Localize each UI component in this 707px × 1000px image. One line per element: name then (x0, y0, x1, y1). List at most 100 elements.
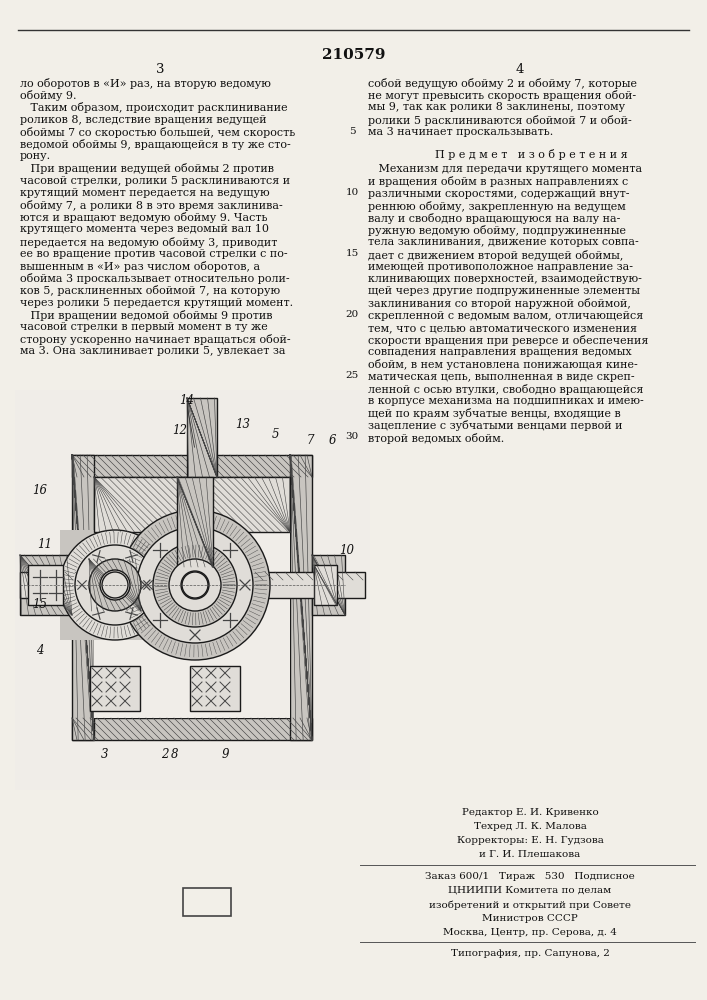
Bar (94, 658, 290, 718)
Text: ма 3. Она заклинивает ролики 5, увлекает за: ма 3. Она заклинивает ролики 5, увлекает… (20, 346, 286, 356)
Circle shape (75, 545, 155, 625)
Text: Типография, пр. Сапунова, 2: Типография, пр. Сапунова, 2 (450, 949, 609, 958)
Circle shape (137, 527, 253, 643)
Text: роликов 8, вследствие вращения ведущей: роликов 8, вследствие вращения ведущей (20, 115, 267, 125)
Text: 16: 16 (33, 484, 47, 496)
Text: сторону ускоренно начинает вращаться обой-: сторону ускоренно начинает вращаться обо… (20, 334, 291, 345)
Text: валу и свободно вращающуюся на валу на-: валу и свободно вращающуюся на валу на- (368, 213, 620, 224)
Text: 15: 15 (33, 598, 47, 611)
Text: 3: 3 (156, 63, 164, 76)
Text: и Г. И. Плешакова: и Г. И. Плешакова (479, 850, 580, 859)
Text: заклинивания со второй наружной обоймой,: заклинивания со второй наружной обоймой, (368, 298, 631, 309)
Text: собой ведущую обойму 2 и обойму 7, которые: собой ведущую обойму 2 и обойму 7, котор… (368, 78, 637, 89)
Circle shape (169, 559, 221, 611)
Text: Москва, Центр, пр. Серова, д. 4: Москва, Центр, пр. Серова, д. 4 (443, 928, 617, 937)
Bar (20, 555, 72, 615)
Bar (60, 530, 170, 640)
Text: ков 5, расклиненных обоймой 7, на которую: ков 5, расклиненных обоймой 7, на котору… (20, 285, 280, 296)
Text: матическая цепь, выполненная в виде скреп-: матическая цепь, выполненная в виде скре… (368, 372, 635, 382)
Text: щей через другие подпружиненные элементы: щей через другие подпружиненные элементы (368, 286, 640, 296)
Text: ленной с осью втулки, свободно вращающейся: ленной с осью втулки, свободно вращающей… (368, 384, 643, 395)
Text: зацепление с зубчатыми венцами первой и: зацепление с зубчатыми венцами первой и (368, 420, 622, 431)
Text: 12: 12 (173, 424, 187, 436)
Text: через ролики 5 передается крутящий момент.: через ролики 5 передается крутящий момен… (20, 298, 293, 308)
Text: Корректоры: Е. Н. Гудзова: Корректоры: Е. Н. Гудзова (457, 836, 604, 845)
Text: 15: 15 (346, 249, 358, 258)
Text: реннюю обойму, закрепленную на ведущем: реннюю обойму, закрепленную на ведущем (368, 201, 626, 212)
Text: скрепленной с ведомым валом, отличающейся: скрепленной с ведомым валом, отличающейс… (368, 311, 643, 321)
Text: При вращении ведомой обоймы 9 против: При вращении ведомой обоймы 9 против (20, 310, 272, 321)
Circle shape (182, 572, 208, 598)
Text: 210579: 210579 (322, 48, 385, 62)
Text: крутящего момента через ведомый вал 10: крутящего момента через ведомый вал 10 (20, 224, 269, 234)
Text: часовой стрелки в первый момент в ту же: часовой стрелки в первый момент в ту же (20, 322, 268, 332)
Text: 5: 5 (271, 428, 279, 442)
Text: 20: 20 (346, 310, 358, 319)
Bar (72, 455, 94, 740)
Bar (94, 477, 290, 532)
Text: обойм, в нем установлена понижающая кине-: обойм, в нем установлена понижающая кине… (368, 359, 638, 370)
Text: совпадения направления вращения ведомых: совпадения направления вращения ведомых (368, 347, 631, 357)
Text: ружную ведомую обойму, подпружиненные: ружную ведомую обойму, подпружиненные (368, 225, 626, 236)
Text: тем, что с целью автоматического изменения: тем, что с целью автоматического изменен… (368, 323, 637, 333)
Text: 5: 5 (349, 127, 356, 136)
Circle shape (60, 530, 170, 640)
Text: 10: 10 (339, 544, 354, 556)
Bar (28, 565, 63, 605)
Circle shape (120, 510, 270, 660)
Text: 4: 4 (36, 644, 44, 656)
Bar (312, 555, 345, 615)
Text: 10: 10 (346, 188, 358, 197)
Text: ло оборотов в «И» раз, на вторую ведомую: ло оборотов в «И» раз, на вторую ведомую (20, 78, 271, 89)
Text: обойму 7, а ролики 8 в это время заклинива-: обойму 7, а ролики 8 в это время заклини… (20, 200, 283, 211)
Text: Механизм для передачи крутящего момента: Механизм для передачи крутящего момента (368, 164, 642, 174)
Text: ма 3 начинает проскальзывать.: ма 3 начинает проскальзывать. (368, 127, 554, 137)
Bar (94, 532, 290, 718)
Text: не могут превысить скорость вращения обой-: не могут превысить скорость вращения обо… (368, 90, 636, 101)
Text: часовой стрелки, ролики 5 расклиниваются и: часовой стрелки, ролики 5 расклиниваются… (20, 176, 290, 186)
Text: 8: 8 (171, 748, 179, 762)
Text: Техред Л. К. Малова: Техред Л. К. Малова (474, 822, 586, 831)
Text: Редактор Е. И. Кривенко: Редактор Е. И. Кривенко (462, 808, 598, 817)
Text: крутящий момент передается на ведущую: крутящий момент передается на ведущую (20, 188, 269, 198)
Text: тела заклинивания, движение которых совпа-: тела заклинивания, движение которых совп… (368, 237, 638, 247)
Text: П р е д м е т   и з о б р е т е н и я: П р е д м е т и з о б р е т е н и я (435, 149, 627, 160)
Text: 6: 6 (328, 434, 336, 446)
Bar (72, 455, 312, 477)
Text: ются и вращают ведомую обойму 9. Часть: ются и вращают ведомую обойму 9. Часть (20, 212, 267, 223)
Text: имеющей противоположное направление за-: имеющей противоположное направление за- (368, 262, 633, 272)
Circle shape (100, 570, 130, 600)
Circle shape (181, 571, 209, 599)
Text: 14: 14 (180, 393, 194, 406)
Text: и вращения обойм в разных направлениях с: и вращения обойм в разных направлениях с (368, 176, 629, 187)
Circle shape (89, 559, 141, 611)
Text: 25: 25 (346, 371, 358, 380)
Text: рону.: рону. (20, 151, 51, 161)
Bar (20, 572, 365, 598)
Bar (190, 666, 240, 711)
Bar (314, 565, 337, 605)
Text: 7: 7 (306, 434, 314, 446)
Bar (90, 666, 140, 711)
Text: изобретений и открытий при Совете: изобретений и открытий при Совете (429, 900, 631, 910)
Text: 11: 11 (37, 538, 52, 552)
Text: Министров СССР: Министров СССР (482, 914, 578, 923)
Text: 9: 9 (221, 748, 229, 762)
Text: обойму 9.: обойму 9. (20, 90, 76, 101)
Circle shape (102, 572, 128, 598)
Text: ее во вращение против часовой стрелки с по-: ее во вращение против часовой стрелки с … (20, 249, 288, 259)
Text: дает с движением второй ведущей обоймы,: дает с движением второй ведущей обоймы, (368, 250, 624, 261)
Text: Таким образом, происходит расклинивание: Таким образом, происходит расклинивание (20, 102, 288, 113)
Bar (177, 477, 213, 567)
Text: щей по краям зубчатые венцы, входящие в: щей по краям зубчатые венцы, входящие в (368, 408, 621, 419)
Bar (187, 398, 217, 477)
Text: 4: 4 (516, 63, 524, 76)
Text: передается на ведомую обойму 3, приводит: передается на ведомую обойму 3, приводит (20, 237, 277, 248)
Text: клинивающих поверхностей, взаимодействую-: клинивающих поверхностей, взаимодействую… (368, 274, 642, 284)
Text: скорости вращения при реверсе и обеспечения: скорости вращения при реверсе и обеспече… (368, 335, 648, 346)
Text: Заказ 600/1   Тираж   530   Подписное: Заказ 600/1 Тираж 530 Подписное (425, 872, 635, 881)
Text: 30: 30 (346, 432, 358, 441)
Text: При вращении ведущей обоймы 2 против: При вращении ведущей обоймы 2 против (20, 163, 274, 174)
Text: различными скоростями, содержащий внут-: различными скоростями, содержащий внут- (368, 189, 629, 199)
Text: мы 9, так как ролики 8 заклинены, поэтому: мы 9, так как ролики 8 заклинены, поэтом… (368, 102, 625, 112)
